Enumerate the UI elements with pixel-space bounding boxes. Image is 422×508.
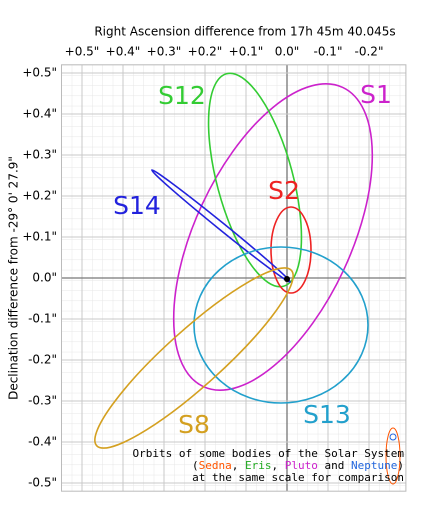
- y-tick-label: +0.4": [22, 107, 57, 121]
- orbit: [150, 169, 292, 283]
- orbit: [270, 206, 312, 294]
- orbit-label: S8: [178, 410, 210, 439]
- y-tick-label: +0.1": [22, 230, 57, 244]
- orbit-label: S13: [303, 400, 351, 429]
- note-part: and: [318, 459, 351, 472]
- y-tick-label: -0.3": [28, 394, 57, 408]
- x-tick-label: +0.5": [65, 45, 100, 59]
- note-part: ): [397, 459, 404, 472]
- x-axis-title: Right Ascension difference from 17h 45m …: [94, 25, 395, 39]
- note-part: ,: [232, 459, 245, 472]
- orbits: [94, 72, 401, 485]
- y-tick-label: 0.0": [32, 271, 57, 285]
- y-tick-label: -0.2": [28, 353, 57, 367]
- note-part: ,: [272, 459, 285, 472]
- x-tick-label: -0.2": [355, 45, 384, 59]
- orbit-label: S2: [268, 176, 300, 205]
- plot-frame: [61, 64, 407, 492]
- y-axis-title: Declination difference from -29° 0' 27.9…: [7, 156, 21, 400]
- solar-orbit: [385, 427, 401, 485]
- note-line: (Sedna, Eris, Pluto and Neptune): [192, 459, 404, 472]
- note-part: (: [192, 459, 199, 472]
- orbit-label: S1: [360, 80, 392, 109]
- orbit: [193, 246, 369, 404]
- orbit: [207, 72, 303, 288]
- x-tick-label: +0.2": [188, 45, 223, 59]
- orbit: [94, 267, 294, 449]
- note-line: at the same scale for comparison: [192, 471, 404, 484]
- y-tick-label: +0.3": [22, 148, 57, 162]
- note-part: Eris: [245, 459, 272, 472]
- orbit-label: S14: [113, 191, 161, 220]
- note-part: Neptune: [351, 459, 397, 472]
- grid: [61, 64, 407, 492]
- solar-orbit: [389, 433, 397, 441]
- center: [284, 276, 290, 282]
- orbit-label: S12: [158, 81, 206, 110]
- x-tick-label: 0.0": [275, 45, 300, 59]
- x-tick-label: +0.1": [229, 45, 264, 59]
- note-part: Pluto: [285, 459, 318, 472]
- y-tick-label: +0.2": [22, 189, 57, 203]
- note-line: Orbits of some bodies of the Solar Syste…: [132, 447, 404, 460]
- x-tick-label: +0.4": [106, 45, 141, 59]
- x-tick-label: +0.3": [147, 45, 182, 59]
- y-tick-label: -0.4": [28, 435, 57, 449]
- x-tick-label: -0.1": [314, 45, 343, 59]
- y-tick-label: -0.1": [28, 312, 57, 326]
- y-tick-label: -0.5": [28, 476, 57, 490]
- y-tick-label: +0.5": [22, 66, 57, 80]
- note-part: Sedna: [199, 459, 232, 472]
